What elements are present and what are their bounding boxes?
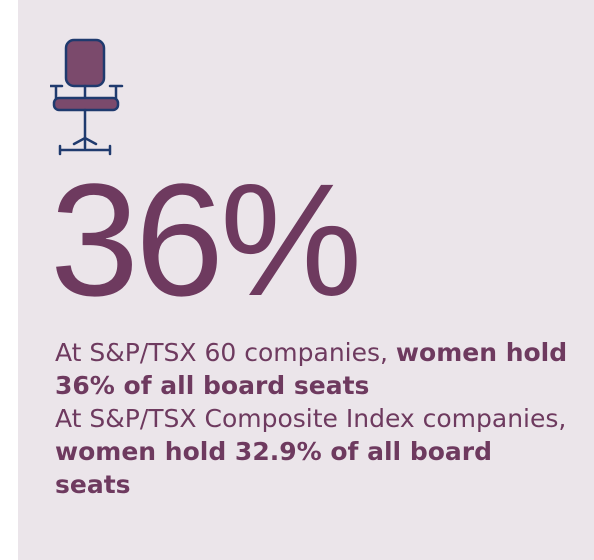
description: At S&P/TSX 60 companies, women hold 36% … [55,336,575,501]
paragraph: At S&P/TSX 60 companies, women hold 36% … [55,336,575,402]
emphasis: women hold 36% of all board seats [55,338,568,400]
chair-icon [50,38,124,156]
stat: 36% [50,150,362,329]
emphasis: women hold 32.9% of all board seats [55,437,492,499]
text: At S&P/TSX Composite Index companies, [55,404,567,433]
text: At S&P/TSX 60 companies, [55,338,396,367]
paragraph: At S&P/TSX Composite Index companies, wo… [55,402,575,501]
card: 36% At S&P/TSX 60 companies, women hold … [18,0,594,560]
